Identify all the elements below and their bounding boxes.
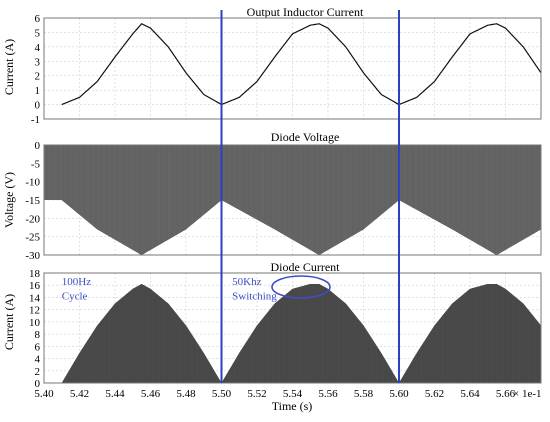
- y-tick-label: 8: [35, 329, 41, 341]
- y-axis-label: Voltage (V): [2, 172, 16, 228]
- switching-highlight-ellipse: [271, 275, 331, 299]
- x-tick-label: 5.50: [212, 388, 232, 400]
- x-tick-label: 5.62: [425, 388, 444, 400]
- y-axis-label: Current (A): [2, 294, 16, 350]
- x-tick-label: 5.56: [318, 388, 338, 400]
- y-axis-label: Current (A): [2, 39, 16, 95]
- series-lines: [61, 23, 542, 106]
- y-tick-label: -15: [25, 195, 40, 207]
- panel-diode-voltage: Diode Voltage Voltage (V) 0 -5 -10 -15 -20 -2…: [2, 130, 542, 262]
- switching-pulses: [61, 284, 541, 383]
- y-tick-label: -20: [25, 213, 40, 225]
- y-tick-label: 16: [29, 280, 41, 292]
- series-line: [61, 23, 542, 106]
- annotation-text: Cycle: [62, 290, 88, 302]
- y-tick-label: -25: [25, 232, 40, 244]
- panel-title: Diode Voltage: [271, 130, 340, 144]
- time-markers: [220, 10, 400, 383]
- plot-frame: [43, 17, 542, 120]
- series-area: [61, 284, 541, 383]
- y-tick-label: 3: [35, 56, 41, 68]
- y-tick-label: 0: [35, 100, 41, 112]
- annotation-text: 50Khz: [232, 276, 261, 288]
- y-tick-labels: 0 -5 -10 -15 -20 -25 -30: [25, 140, 40, 262]
- x-axis-label: Time (s): [272, 399, 313, 413]
- x-tick-label: 5.40: [34, 388, 54, 400]
- annotation-text: Switching: [232, 290, 277, 302]
- x-tick-label: 5.58: [354, 388, 374, 400]
- y-tick-label: -30: [25, 250, 40, 262]
- y-tick-label: 5: [35, 27, 41, 39]
- annotation-text: 100Hz: [62, 276, 91, 288]
- panel-title: Output Inductor Current: [247, 5, 364, 19]
- x-axis-multiplier: × 1e-1: [513, 388, 542, 400]
- annotations: 100Hz Cycle 50Khz Switching: [62, 276, 278, 302]
- y-tick-label: 10: [29, 317, 41, 329]
- plot-frame: [43, 144, 542, 256]
- y-tick-label: 12: [29, 305, 40, 317]
- panel-inductor-current: Output Inductor Current Current (A) -1 0 1…: [2, 5, 542, 126]
- y-tick-label: 2: [35, 71, 41, 83]
- x-tick-label: 5.48: [176, 388, 196, 400]
- plot-frame: [43, 272, 542, 384]
- y-tick-label: 6: [35, 13, 41, 25]
- gridlines: [43, 17, 542, 120]
- y-tick-label: 2: [35, 366, 41, 378]
- y-tick-label: -1: [31, 114, 40, 126]
- y-tick-label: 1: [35, 85, 41, 97]
- x-tick-labels: 5.40 5.42 5.44 5.46 5.48 5.50 5.52 5.54 5.56 5.58…: [34, 388, 515, 400]
- panel-title: Diode Current: [271, 260, 341, 274]
- y-tick-label: -10: [25, 177, 40, 189]
- y-tick-label: 14: [29, 292, 41, 304]
- x-tick-label: 5.42: [70, 388, 89, 400]
- y-tick-labels: -1 0 1 2 3 4 5 6: [31, 13, 41, 126]
- y-tick-label: 4: [35, 354, 41, 366]
- switching-pulses: [43, 145, 541, 255]
- y-tick-label: 4: [35, 42, 41, 54]
- x-tick-label: 5.44: [105, 388, 125, 400]
- y-tick-label: -5: [31, 158, 41, 170]
- y-tick-label: 0: [35, 140, 41, 152]
- x-tick-label: 5.64: [460, 388, 480, 400]
- x-tick-label: 5.60: [389, 388, 409, 400]
- y-tick-label: 18: [29, 268, 41, 280]
- x-tick-label: 5.52: [247, 388, 266, 400]
- y-tick-label: 6: [35, 341, 41, 353]
- x-tick-label: 5.54: [283, 388, 303, 400]
- y-tick-label: 0: [35, 378, 41, 390]
- x-tick-label: 5.66: [496, 388, 516, 400]
- panel-diode-current: Diode Current Current (A) 02468101214161…: [2, 260, 542, 413]
- x-tick-label: 5.46: [141, 388, 161, 400]
- series-area: [43, 145, 541, 255]
